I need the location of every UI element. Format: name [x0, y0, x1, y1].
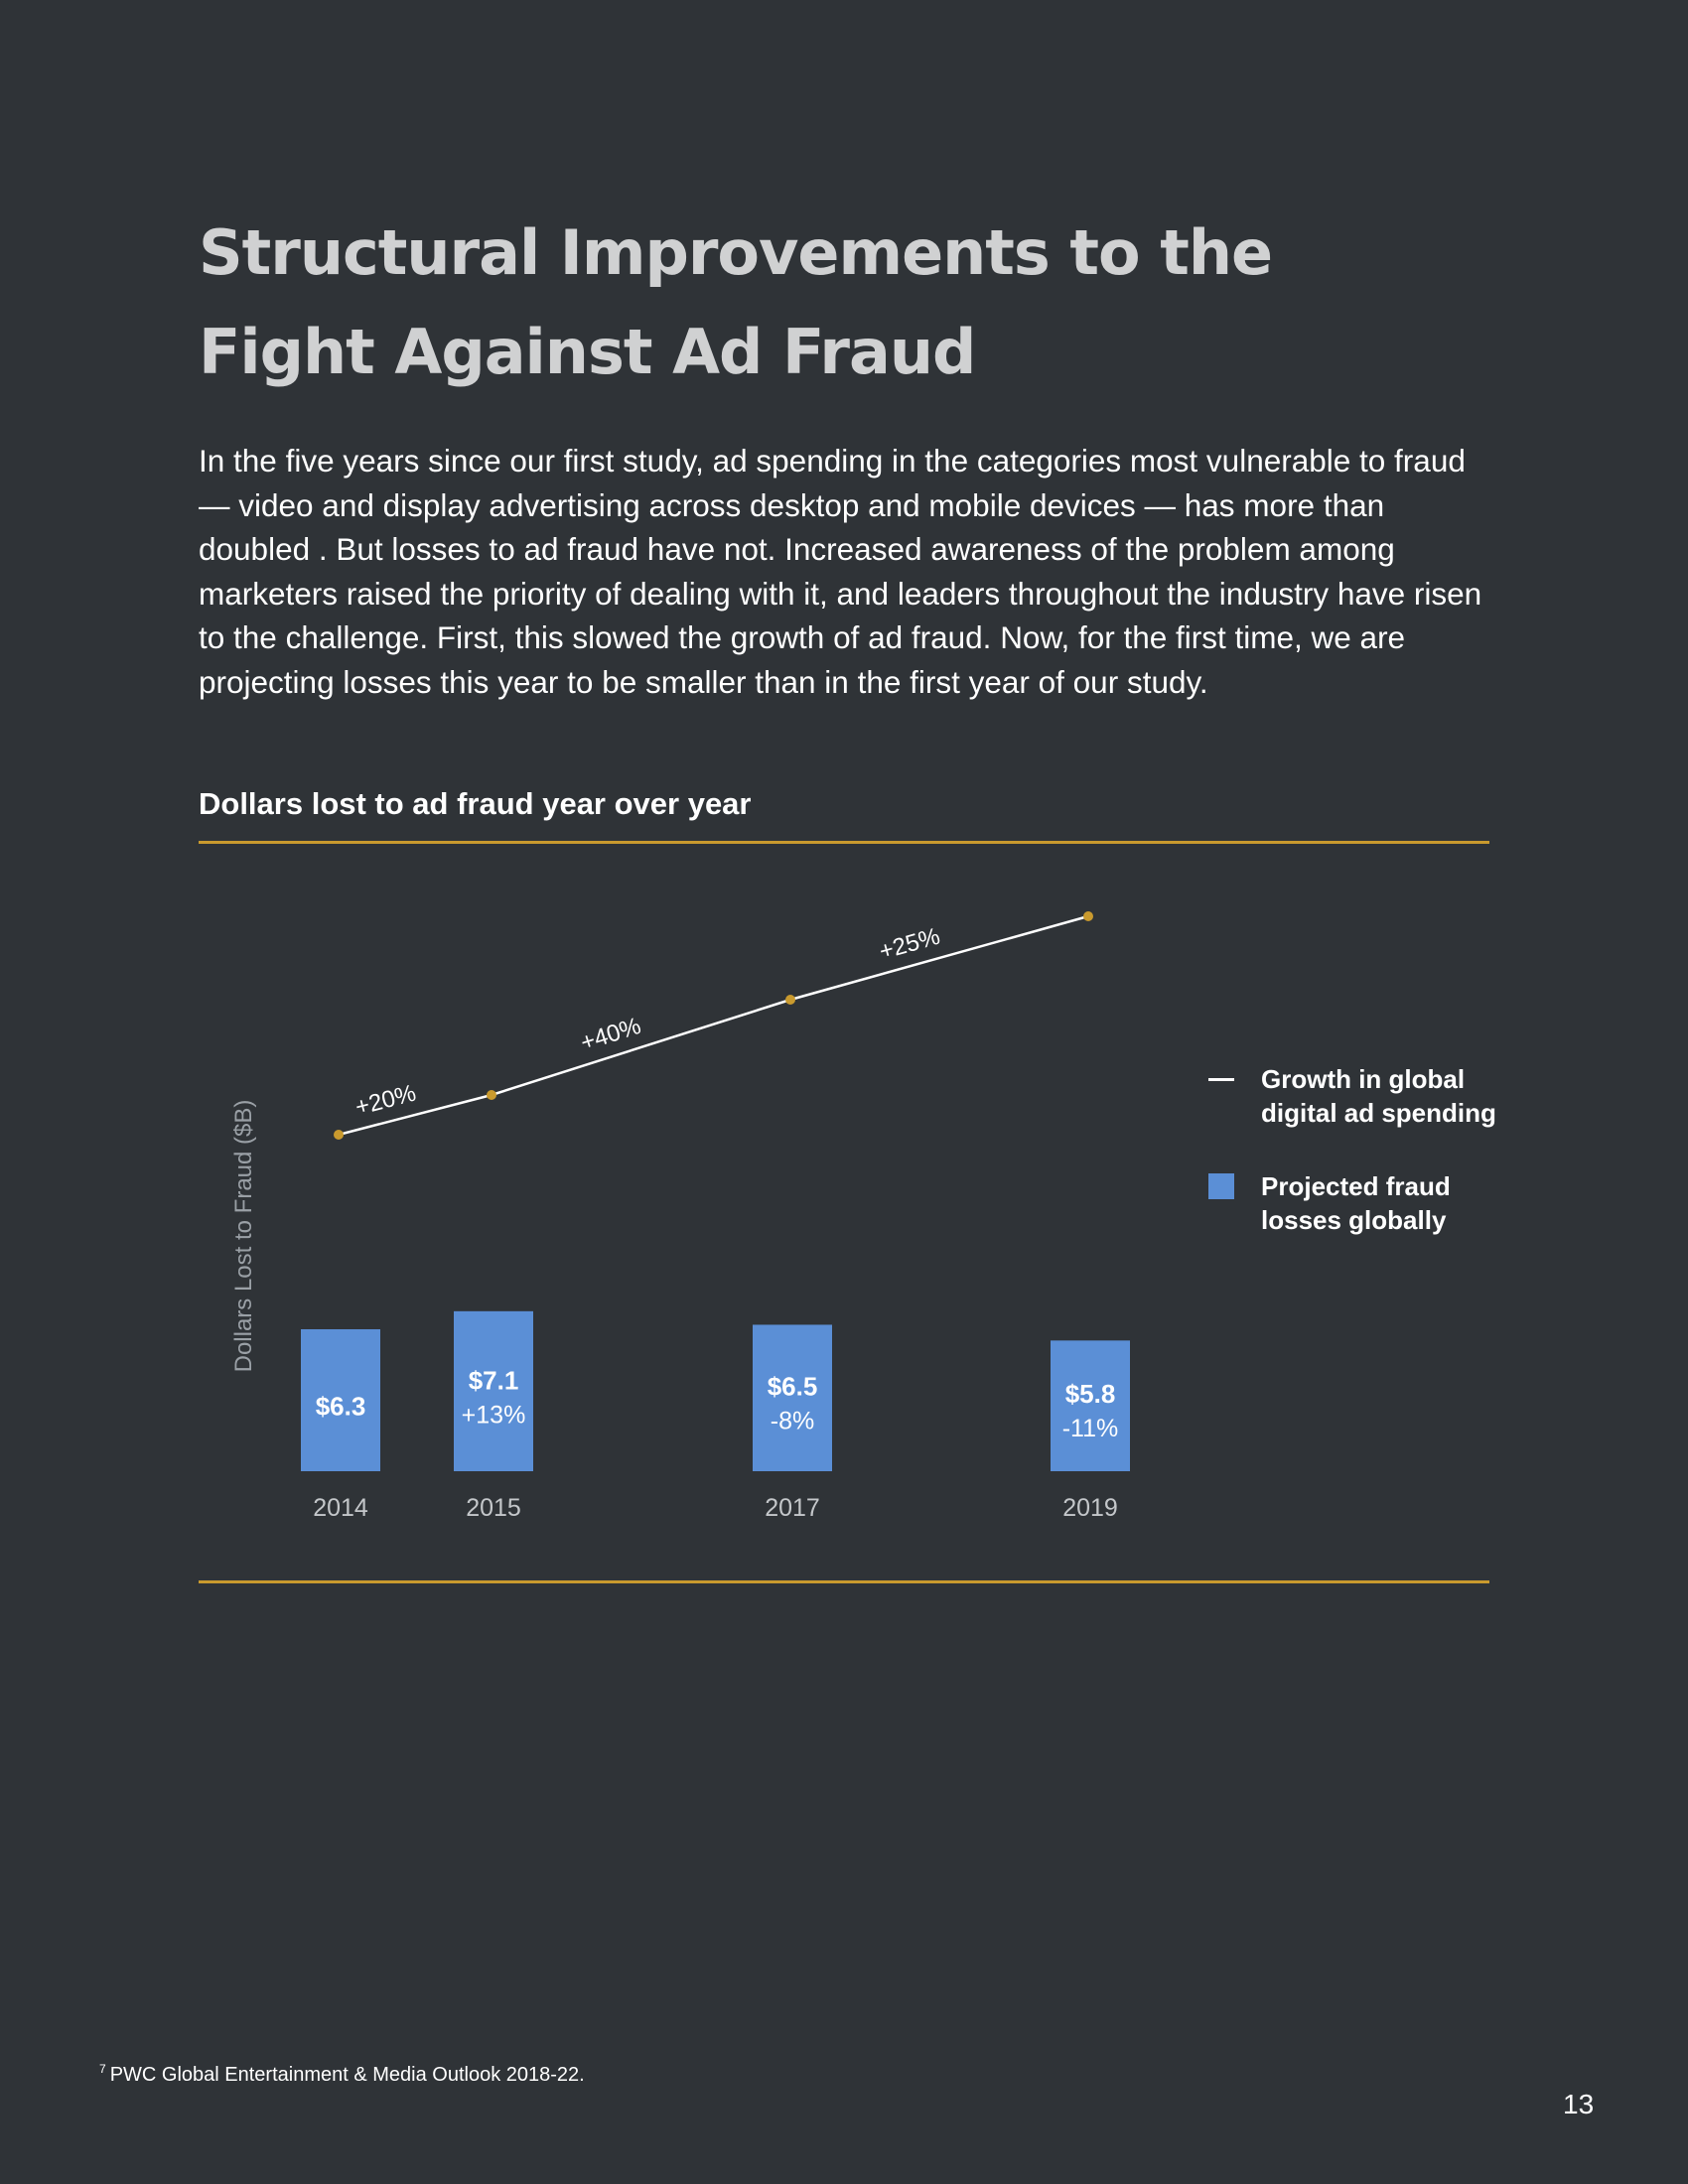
legend-line-label-1: Growth in global: [1261, 1064, 1466, 1094]
x-tick-label-2019: 2019: [1062, 1494, 1118, 1522]
x-tick-label-2014: 2014: [313, 1494, 368, 1522]
growth-point-2017: [785, 995, 795, 1005]
growth-segment-label-1: +20%: [352, 1080, 419, 1122]
chart-bottom-rule: [199, 1580, 1489, 1583]
page-number: 13: [1563, 2089, 1595, 2119]
bar-value-label-2015: $7.1: [469, 1365, 519, 1395]
legend-bar-swatch: [1208, 1173, 1234, 1199]
legend-bar-label-1: Projected fraud: [1261, 1171, 1451, 1201]
x-tick-label-2015: 2015: [466, 1494, 521, 1522]
bar-value-label-2019: $5.8: [1065, 1379, 1116, 1409]
chart-legend: Growth in global digital ad spending Pro…: [1206, 1062, 1504, 1277]
bar-2017: [753, 1324, 832, 1471]
footnote: 7 PWC Global Entertainment & Media Outloo…: [99, 2062, 585, 2087]
bar-2015: [454, 1310, 533, 1471]
chart-canvas: Dollars Lost to Fraud ($B) $6.3 2014 $7.1 +…: [230, 911, 1130, 1522]
chart-top-rule: [199, 841, 1489, 844]
legend-line-label-2: digital ad spending: [1261, 1098, 1496, 1128]
bar-change-label-2017: -8%: [771, 1408, 814, 1435]
y-axis-label: Dollars Lost to Fraud ($B): [230, 1100, 257, 1373]
bar-change-label-2015: +13%: [462, 1401, 526, 1429]
bar-2014: [301, 1328, 380, 1471]
bar-2019: [1051, 1340, 1130, 1471]
page-title: Structural Improvements to the Fight Aga…: [199, 216, 1273, 388]
bar-value-label-2017: $6.5: [768, 1372, 818, 1402]
legend-bar-label-2: losses globally: [1261, 1205, 1447, 1235]
footnote-text: PWC Global Entertainment & Media Outlook…: [109, 2064, 585, 2086]
growth-point-2015: [487, 1090, 496, 1100]
bar-value-label-2014: $6.3: [316, 1392, 366, 1422]
footnote-marker: 7: [99, 2062, 106, 2076]
x-tick-label-2017: 2017: [765, 1494, 820, 1522]
chart-title: Dollars lost to ad fraud year over year: [199, 786, 752, 821]
legend-item-line: Growth in global digital ad spending: [1206, 1062, 1504, 1130]
growth-point-2019: [1083, 911, 1093, 921]
growth-point-2014: [334, 1130, 344, 1140]
legend-line-swatch: [1208, 1078, 1234, 1081]
bar-change-label-2019: -11%: [1062, 1415, 1119, 1442]
legend-item-bar: Projected fraud losses globally: [1206, 1169, 1504, 1237]
growth-line: [338, 914, 1089, 1137]
intro-paragraph: In the five years since our first study,…: [199, 443, 1482, 700]
